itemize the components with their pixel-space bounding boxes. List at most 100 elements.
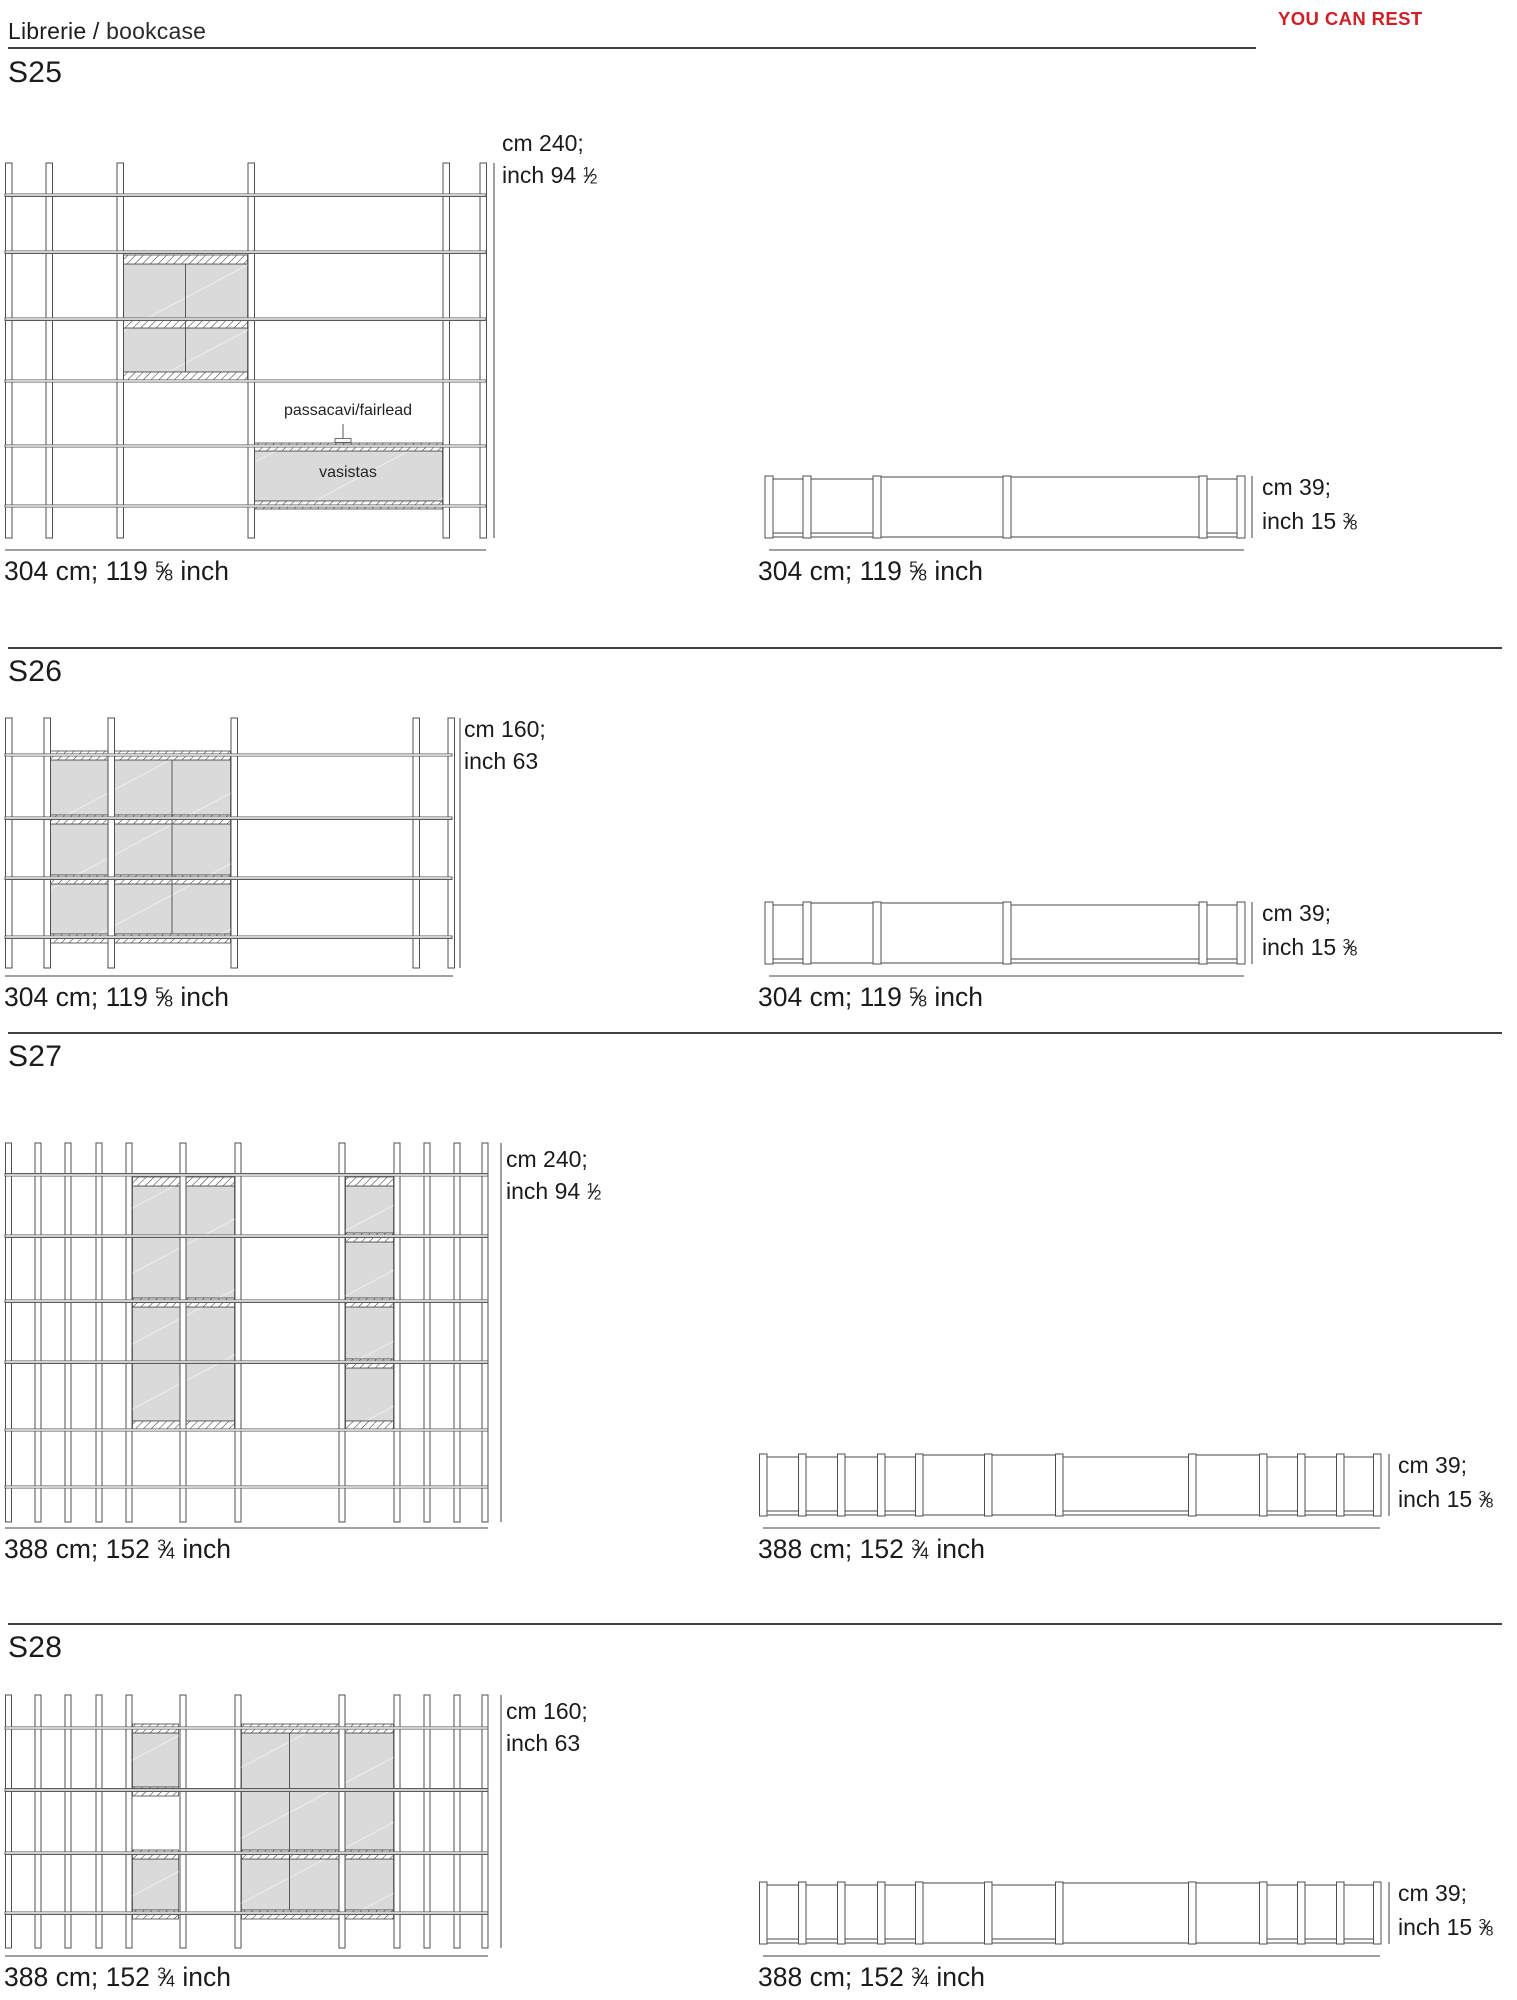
shelf — [4, 816, 453, 820]
upright-post — [393, 1142, 401, 1523]
upright-post — [872, 475, 882, 539]
s28-depth-label-cm: cm 39; — [1398, 1880, 1468, 1906]
s28-front-elevation-drawing — [4, 1692, 524, 1964]
upright-post — [1335, 1881, 1345, 1945]
section-divider-s27 — [8, 1032, 1502, 1034]
upright-post — [234, 1142, 242, 1523]
upright-post — [1054, 1881, 1064, 1945]
upright-post — [1296, 1453, 1306, 1517]
shelf — [4, 876, 453, 880]
s27-height-label-cm: cm 240; — [506, 1146, 588, 1172]
upright-post — [4, 162, 13, 539]
upright-post — [4, 717, 13, 969]
upright-post — [43, 717, 51, 969]
upright-post — [914, 1453, 924, 1517]
s27-plan-width-label: 388 cm; 152 3⁄4 inch — [758, 1534, 985, 1564]
hatch-strip — [123, 254, 248, 265]
upright-post — [34, 1142, 42, 1523]
upright-post — [64, 1694, 72, 1949]
model-title-s26: S26 — [8, 655, 63, 688]
s27-front-elevation-drawing — [4, 1140, 524, 1535]
s27-elevation-width-label: 388 cm; 152 3⁄4 inch — [4, 1534, 231, 1564]
upright-post — [1258, 1453, 1268, 1517]
upright-post — [247, 162, 255, 539]
upright-post — [95, 1694, 103, 1949]
s25-vasistas-annotation: vasistas — [319, 464, 377, 481]
shelf — [4, 317, 487, 321]
upright-post — [872, 901, 882, 965]
s26-plan-view-drawing-svg — [764, 901, 1253, 977]
cabinet-plan-box — [1006, 476, 1204, 538]
shelf — [4, 1851, 489, 1855]
page-title-separator: / — [86, 18, 107, 44]
s26-depth-label-inch: inch 15 3⁄8 — [1262, 934, 1358, 960]
s26-plan-view-drawing — [755, 898, 1455, 984]
upright-post — [1002, 901, 1012, 965]
shelf — [4, 379, 487, 383]
s28-elevation-width-label: 388 cm; 152 3⁄4 inch — [4, 1962, 231, 1992]
s27-depth-label-cm: cm 39; — [1398, 1452, 1468, 1478]
upright-post — [797, 1453, 807, 1517]
s25-height-label-inch: inch 94 1⁄2 — [502, 162, 598, 188]
model-title-s25: S25 — [8, 56, 63, 89]
shelf — [4, 1726, 489, 1730]
shelf — [4, 1234, 489, 1238]
s25-depth-label-cm: cm 39; — [1262, 474, 1332, 500]
upright-post — [1236, 475, 1246, 539]
upright-post — [34, 1694, 42, 1949]
upright-post — [983, 1881, 993, 1945]
s26-front-elevation-drawing-svg — [4, 717, 461, 977]
section-divider-s26 — [8, 647, 1502, 649]
shelf — [4, 444, 487, 448]
cabinet-plan-box — [876, 902, 1008, 964]
cabinet-plan-box — [918, 1882, 989, 1944]
upright-post — [983, 1453, 993, 1517]
upright-post — [95, 1142, 103, 1523]
upright-post — [107, 717, 115, 969]
upright-post — [5, 1694, 12, 1949]
s25-elevation-width-label: 304 cm; 119 5⁄8 inch — [4, 556, 230, 586]
upright-post — [125, 1142, 133, 1523]
shelf — [4, 1485, 489, 1489]
upright-post — [802, 901, 812, 965]
upright-post — [234, 1694, 242, 1949]
upright-post — [1335, 1453, 1345, 1517]
hatch-strip — [345, 1176, 394, 1187]
brand-label: YOU CAN REST — [1278, 8, 1423, 29]
shelf — [4, 1788, 489, 1792]
s25-front-elevation-drawing — [4, 122, 524, 562]
cabinet-plan-box — [987, 1454, 1060, 1516]
s26-height-label-cm: cm 160; — [464, 716, 546, 742]
s28-front-elevation-drawing-svg — [4, 1694, 502, 1957]
upright-post — [412, 717, 420, 969]
upright-post — [758, 1881, 768, 1945]
shelf — [4, 504, 487, 508]
upright-post — [393, 1694, 401, 1949]
upright-post — [64, 1142, 72, 1523]
s26-elevation-width-label: 304 cm; 119 5⁄8 inch — [4, 982, 230, 1012]
upright-post — [1296, 1881, 1306, 1945]
upright-post — [1372, 1881, 1382, 1945]
upright-post — [453, 1142, 461, 1523]
cabinet-plan-box — [1191, 1882, 1264, 1944]
upright-post — [1187, 1453, 1197, 1517]
s28-plan-view-drawing-svg — [758, 1881, 1390, 1957]
upright-post — [764, 475, 774, 539]
s28-plan-view-drawing — [755, 1878, 1455, 1964]
upright-post — [125, 1694, 133, 1949]
s25-plan-view-drawing — [755, 472, 1455, 558]
s27-plan-view-drawing-svg — [758, 1453, 1390, 1529]
cabinet-plan-box — [806, 902, 878, 964]
shelf — [4, 935, 453, 939]
upright-post — [1372, 1453, 1382, 1517]
upright-post — [453, 1694, 461, 1949]
s25-plan-width-label: 304 cm; 119 5⁄8 inch — [758, 556, 984, 586]
shelf — [4, 1299, 489, 1303]
cabinet-plan-box — [876, 476, 1008, 538]
upright-post — [5, 1142, 12, 1523]
upright-post — [338, 1694, 346, 1949]
s27-height-label-inch: inch 94 1⁄2 — [506, 1178, 602, 1204]
cabinet-plan-box — [1058, 1882, 1193, 1944]
upright-post — [447, 717, 455, 969]
shelf — [4, 250, 487, 254]
